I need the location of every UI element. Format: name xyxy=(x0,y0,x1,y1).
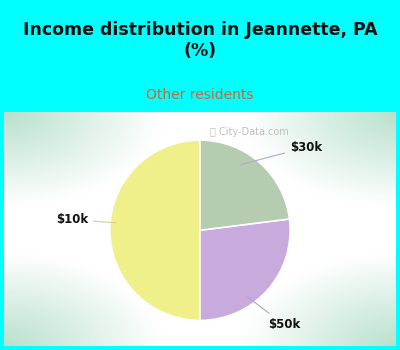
Text: ⓘ City-Data.com: ⓘ City-Data.com xyxy=(210,127,288,136)
Wedge shape xyxy=(200,140,290,230)
Text: Other residents: Other residents xyxy=(146,88,254,102)
Text: $10k: $10k xyxy=(56,213,116,226)
Wedge shape xyxy=(110,140,200,321)
Text: $30k: $30k xyxy=(240,141,322,164)
Text: Income distribution in Jeannette, PA
(%): Income distribution in Jeannette, PA (%) xyxy=(23,21,377,60)
Text: $50k: $50k xyxy=(247,297,300,331)
Wedge shape xyxy=(200,219,290,321)
